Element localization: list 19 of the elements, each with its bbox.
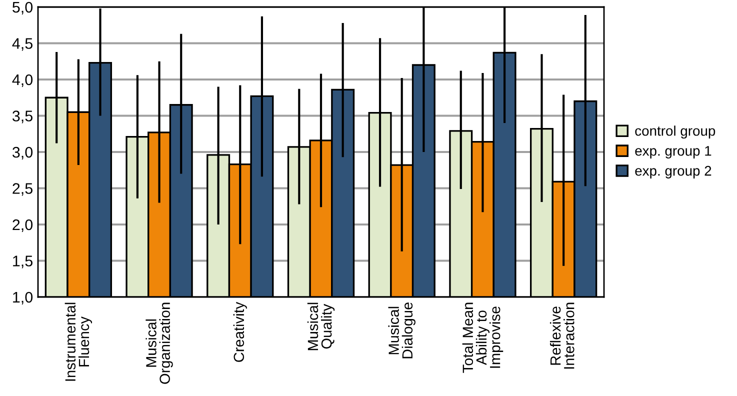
x-tick-label: Instrumental Fluency bbox=[64, 302, 92, 381]
legend-label: exp. group 2 bbox=[635, 166, 712, 178]
x-tick-label: Musical Dialogue bbox=[388, 302, 416, 358]
y-tick-label: 4,0 bbox=[12, 74, 33, 87]
y-tick-label: 4,5 bbox=[12, 38, 32, 51]
y-tick-label: 2,5 bbox=[12, 183, 32, 196]
x-tick-label: Reflexive Interaction bbox=[550, 302, 574, 369]
x-tick-label: Creativity bbox=[233, 302, 247, 362]
y-tick-label: 5,0 bbox=[12, 2, 33, 14]
y-tick-label: 3,5 bbox=[12, 110, 32, 124]
x-tick-label: Musical Organization bbox=[146, 302, 173, 384]
x-tick-label: Total Mean Ability to Improvise bbox=[462, 302, 504, 373]
legend-label: exp. group 1 bbox=[635, 146, 712, 159]
y-tick-label: 1,5 bbox=[13, 256, 32, 268]
y-tick-label: 3,0 bbox=[12, 146, 33, 160]
x-tick-label: Musical Quality bbox=[307, 302, 335, 350]
y-tick-label: 2,0 bbox=[12, 219, 33, 232]
y-tick-label: 1,0 bbox=[13, 292, 33, 304]
legend-label: control group bbox=[635, 126, 716, 139]
